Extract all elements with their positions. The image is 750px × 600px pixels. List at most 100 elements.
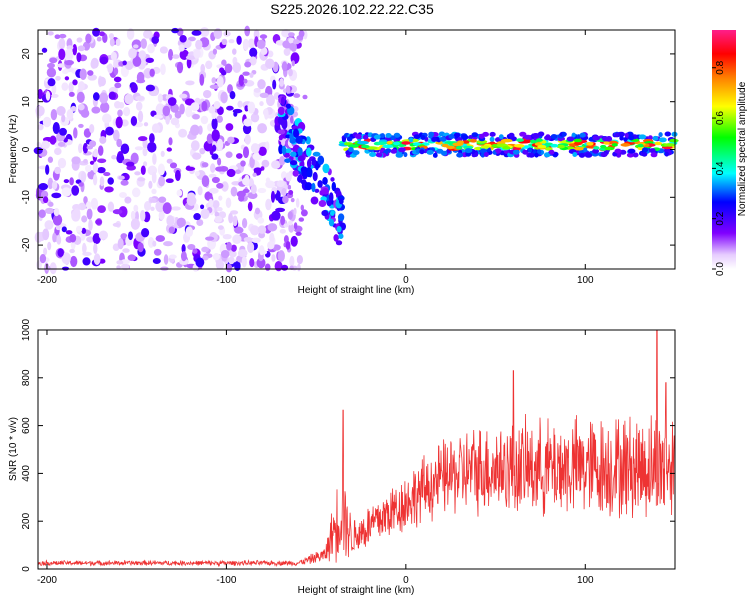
spectrogram-cell	[211, 111, 217, 120]
spectrogram-cell	[56, 63, 67, 68]
spectrogram-cell	[51, 192, 62, 199]
spectrogram-cell	[265, 141, 270, 151]
spectrogram-cell	[375, 152, 383, 158]
spectrogram-cell	[116, 260, 124, 265]
spectrogram-cell	[92, 27, 101, 37]
spectrogram-cell	[92, 174, 98, 186]
spectrogram-cell	[55, 75, 61, 81]
spectrogram-cell	[93, 148, 99, 158]
spectrogram-cell	[369, 152, 377, 157]
spectrogram-cell	[57, 141, 66, 147]
spectrogram-cell	[237, 249, 248, 258]
spectrogram-cell	[85, 33, 92, 44]
spectrogram-cell	[290, 197, 295, 203]
spectrogram-cell	[281, 187, 287, 197]
spectrogram-cell	[76, 52, 82, 63]
spectrogram-cell	[297, 174, 303, 183]
spectrogram-cell	[285, 85, 291, 94]
spectrogram-cell	[401, 141, 411, 145]
spectrogram-cell	[573, 138, 582, 143]
spectrogram-cell	[78, 81, 85, 91]
spectrogram-cell	[35, 105, 45, 117]
spectrogram-cell	[446, 145, 455, 150]
spectrogram-cell	[259, 101, 264, 107]
spectrogram-cell	[512, 146, 522, 151]
spectrogram-cell	[244, 61, 252, 68]
spectrogram-cell	[200, 208, 210, 219]
spectrogram-cell	[290, 151, 297, 157]
spectrogram-cell	[143, 29, 153, 39]
spectrogram-cell	[208, 187, 219, 194]
spectrogram-cell	[249, 56, 257, 66]
spectrogram-cell	[317, 155, 325, 165]
spectrogram-cell	[461, 140, 470, 144]
spectrogram-cell	[169, 162, 178, 169]
spectrogram-cell	[479, 148, 487, 154]
snr-y-tick-label: 400	[21, 465, 32, 482]
spectrogram-cell	[213, 100, 221, 110]
spectrogram-cell	[242, 177, 250, 186]
spectrogram-cell	[573, 141, 583, 146]
spectrogram-x-tick-label: -100	[216, 275, 236, 286]
spectrogram-cell	[128, 48, 137, 59]
snr-y-tick-label: 200	[21, 512, 32, 529]
spectrogram-cell	[190, 102, 200, 112]
spectrogram-cell	[115, 38, 121, 47]
spectrogram-cell	[226, 168, 236, 178]
spectrogram-cell	[174, 110, 182, 119]
spectrogram-cell	[348, 147, 354, 152]
spectrogram-cell	[298, 30, 305, 38]
spectrogram-cell	[151, 171, 157, 184]
spectrogram-cell	[163, 241, 173, 247]
spectrogram-cell	[257, 225, 267, 234]
spectrogram-cell	[208, 173, 217, 178]
spectrogram-cell	[310, 196, 319, 205]
spectrogram-cell	[66, 109, 74, 120]
spectrogram-cell	[283, 223, 289, 228]
spectrogram-cell	[130, 218, 140, 230]
spectrogram-cell	[158, 210, 165, 220]
spectrogram-cell	[302, 94, 308, 100]
spectrogram-cell	[652, 135, 659, 141]
spectrogram-cell	[230, 210, 239, 215]
spectrogram-cell	[44, 220, 54, 230]
spectrogram-cell	[281, 61, 288, 72]
spectrogram-cell	[285, 241, 291, 250]
spectrogram-cell	[561, 131, 567, 137]
spectrogram-cell	[216, 75, 224, 88]
spectrogram-cell	[535, 138, 543, 142]
spectrogram-cell	[87, 74, 97, 81]
spectrogram-cell	[78, 182, 84, 187]
spectrogram-cell	[247, 201, 253, 212]
spectrogram-cell	[85, 201, 92, 209]
spectrogram-cell	[348, 144, 359, 148]
spectrogram-cell	[186, 57, 192, 69]
spectrogram-cell	[312, 171, 318, 182]
spectrogram-cell	[249, 47, 258, 58]
snr-y-tick-label: 800	[21, 369, 32, 386]
spectrogram-cell	[578, 152, 586, 158]
spectrogram-cell	[281, 264, 289, 271]
spectrogram-cell	[297, 155, 305, 162]
spectrogram-cell	[244, 25, 251, 37]
spectrogram-cell	[82, 242, 87, 255]
spectrogram-cell	[386, 140, 393, 145]
spectrogram-cell	[124, 61, 134, 70]
snr-x-label: Height of straight line (km)	[298, 585, 415, 596]
spectrogram-cell	[592, 135, 598, 141]
spectrogram-cell	[185, 55, 196, 60]
spectrogram-cell	[228, 256, 235, 265]
spectrogram-cell	[534, 152, 539, 158]
spectrogram-cell	[187, 243, 196, 251]
spectrogram-cell	[230, 186, 238, 197]
spectrogram-cell	[226, 241, 232, 251]
spectrogram-cell	[483, 152, 489, 157]
spectrogram-cell	[165, 178, 174, 184]
spectrogram-cell	[201, 100, 208, 112]
spectrogram-cell	[117, 238, 124, 250]
spectrogram-cell	[201, 255, 209, 261]
spectrogram-cell	[461, 134, 469, 140]
spectrogram-cell	[93, 253, 101, 265]
spectrogram-cell	[495, 148, 502, 154]
spectrogram-cell	[282, 195, 289, 204]
